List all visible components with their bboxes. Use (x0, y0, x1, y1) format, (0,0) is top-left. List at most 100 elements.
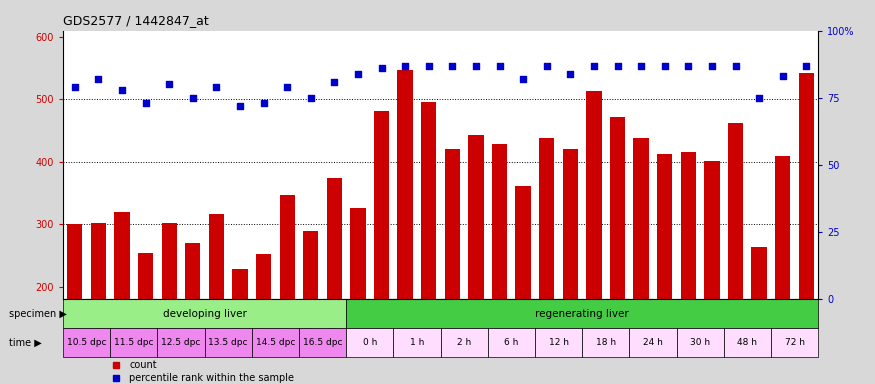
Text: 72 h: 72 h (785, 338, 804, 347)
Bar (252, 328, 299, 357)
Point (469, 63, 483, 69)
Text: 11.5 dpc: 11.5 dpc (114, 338, 153, 347)
Bar (63, 328, 110, 357)
Bar (91, 223, 106, 300)
Bar (799, 73, 814, 300)
Point (705, 63, 719, 69)
Text: 12 h: 12 h (549, 338, 569, 347)
Bar (303, 231, 318, 300)
Bar (775, 156, 790, 300)
Bar (441, 328, 487, 357)
Bar (771, 328, 818, 357)
Text: 18 h: 18 h (596, 338, 616, 347)
Bar (535, 328, 582, 357)
Point (186, 95, 200, 101)
Point (564, 71, 578, 77)
Text: 1 h: 1 h (410, 338, 424, 347)
Point (682, 63, 696, 69)
Bar (63, 300, 346, 328)
Bar (752, 247, 766, 300)
Bar (610, 117, 626, 300)
Text: specimen ▶: specimen ▶ (9, 309, 66, 319)
Bar (582, 328, 629, 357)
Bar (397, 70, 413, 300)
Text: 24 h: 24 h (643, 338, 663, 347)
Bar (209, 214, 224, 300)
Bar (115, 212, 130, 300)
Bar (110, 328, 158, 357)
Point (611, 63, 625, 69)
Point (516, 76, 530, 82)
Bar (515, 186, 531, 300)
Point (256, 100, 270, 106)
Point (138, 100, 152, 106)
Bar (492, 144, 508, 300)
Text: 48 h: 48 h (738, 338, 758, 347)
Bar (374, 111, 389, 300)
Text: 30 h: 30 h (690, 338, 710, 347)
Bar (444, 149, 460, 300)
Bar (162, 223, 177, 300)
Bar (326, 178, 342, 300)
Bar (487, 328, 535, 357)
Text: 16.5 dpc: 16.5 dpc (303, 338, 342, 347)
Point (374, 65, 388, 71)
Point (209, 84, 223, 90)
Bar (350, 208, 366, 300)
Bar (299, 328, 346, 357)
Point (752, 95, 766, 101)
Point (351, 71, 365, 77)
Bar (421, 102, 437, 300)
Point (91, 76, 105, 82)
Text: time ▶: time ▶ (9, 338, 41, 348)
Point (776, 73, 790, 79)
Bar (657, 154, 672, 300)
Text: developing liver: developing liver (163, 309, 247, 319)
Bar (394, 328, 441, 357)
Point (445, 63, 459, 69)
Point (280, 84, 294, 90)
Point (115, 87, 129, 93)
Text: GDS2577 / 1442847_at: GDS2577 / 1442847_at (63, 14, 209, 27)
Bar (346, 328, 394, 357)
Text: regenerating liver: regenerating liver (536, 309, 629, 319)
Text: 13.5 dpc: 13.5 dpc (208, 338, 248, 347)
Bar (704, 161, 719, 300)
Text: 0 h: 0 h (362, 338, 377, 347)
Point (634, 63, 648, 69)
Bar (186, 243, 200, 300)
Text: 12.5 dpc: 12.5 dpc (161, 338, 200, 347)
Bar (346, 300, 818, 328)
Bar (539, 138, 555, 300)
Point (800, 63, 814, 69)
Bar (676, 328, 724, 357)
Bar (629, 328, 676, 357)
Text: percentile rank within the sample: percentile rank within the sample (130, 373, 295, 383)
Text: count: count (130, 360, 158, 370)
Text: 10.5 dpc: 10.5 dpc (66, 338, 107, 347)
Bar (158, 328, 205, 357)
Point (729, 63, 743, 69)
Point (658, 63, 672, 69)
Point (162, 81, 176, 88)
Bar (205, 328, 252, 357)
Bar (255, 255, 271, 300)
Text: 14.5 dpc: 14.5 dpc (255, 338, 295, 347)
Text: 2 h: 2 h (457, 338, 472, 347)
Bar (681, 152, 696, 300)
Bar (468, 135, 484, 300)
Point (587, 63, 601, 69)
Bar (586, 91, 602, 300)
Point (327, 79, 341, 85)
Text: 6 h: 6 h (504, 338, 519, 347)
Bar (138, 253, 153, 300)
Bar (728, 123, 743, 300)
Point (233, 103, 247, 109)
Point (304, 95, 318, 101)
Point (422, 63, 436, 69)
Point (67, 84, 81, 90)
Bar (724, 328, 771, 357)
Point (540, 63, 554, 69)
Bar (279, 195, 295, 300)
Bar (67, 224, 82, 300)
